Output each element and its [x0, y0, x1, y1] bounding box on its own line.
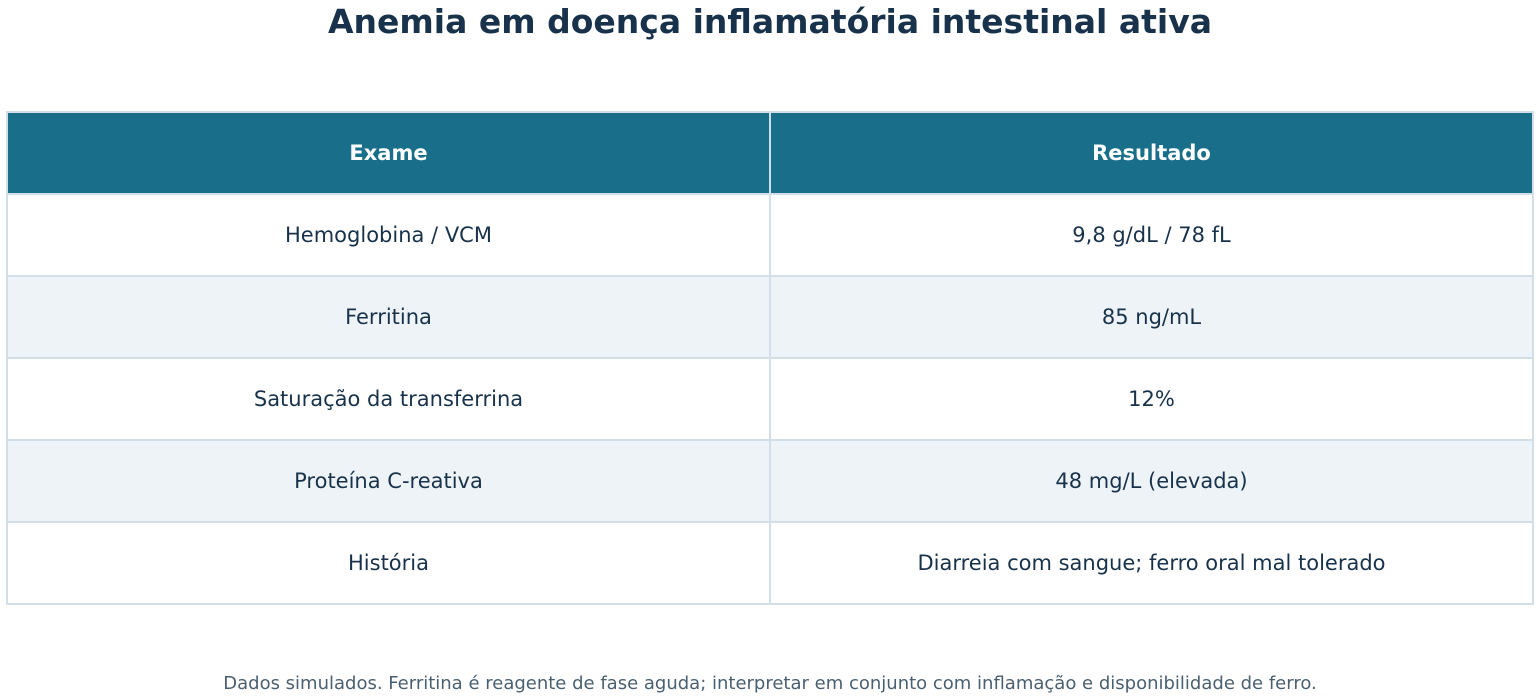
footnote: Dados simulados. Ferritina é reagente de…: [223, 673, 1317, 694]
table-row: Hemoglobina / VCM 9,8 g/dL / 78 fL: [6, 193, 1534, 277]
table-cell: Saturação da transferrina: [6, 357, 771, 441]
table-row: Saturação da transferrina 12%: [6, 357, 1534, 441]
table-row: Proteína C-reativa 48 mg/L (elevada): [6, 439, 1534, 523]
header-cell: Exame: [6, 111, 771, 195]
table-cell: Hemoglobina / VCM: [6, 193, 771, 277]
table-cell: 85 ng/mL: [769, 275, 1534, 359]
table-cell: Ferritina: [6, 275, 771, 359]
table-cell: 48 mg/L (elevada): [769, 439, 1534, 523]
table-row: História Diarreia com sangue; ferro oral …: [6, 521, 1534, 605]
table-cell: História: [6, 521, 771, 605]
table-cell: Diarreia com sangue; ferro oral mal tole…: [769, 521, 1534, 605]
table-cell: 12%: [769, 357, 1534, 441]
header-row: Exame Resultado: [6, 111, 1534, 195]
table-cell: 9,8 g/dL / 78 fL: [769, 193, 1534, 277]
results-table: Exame Resultado Hemoglobina / VCM 9,8 g/dL…: [6, 111, 1534, 605]
table-row: Ferritina 85 ng/mL: [6, 275, 1534, 359]
header-cell: Resultado: [769, 111, 1534, 195]
title: Anemia em doença inflamatória intestinal…: [328, 2, 1212, 41]
table-cell: Proteína C-reativa: [6, 439, 771, 523]
table-body: Hemoglobina / VCM 9,8 g/dL / 78 fL Ferriti…: [6, 193, 1534, 605]
